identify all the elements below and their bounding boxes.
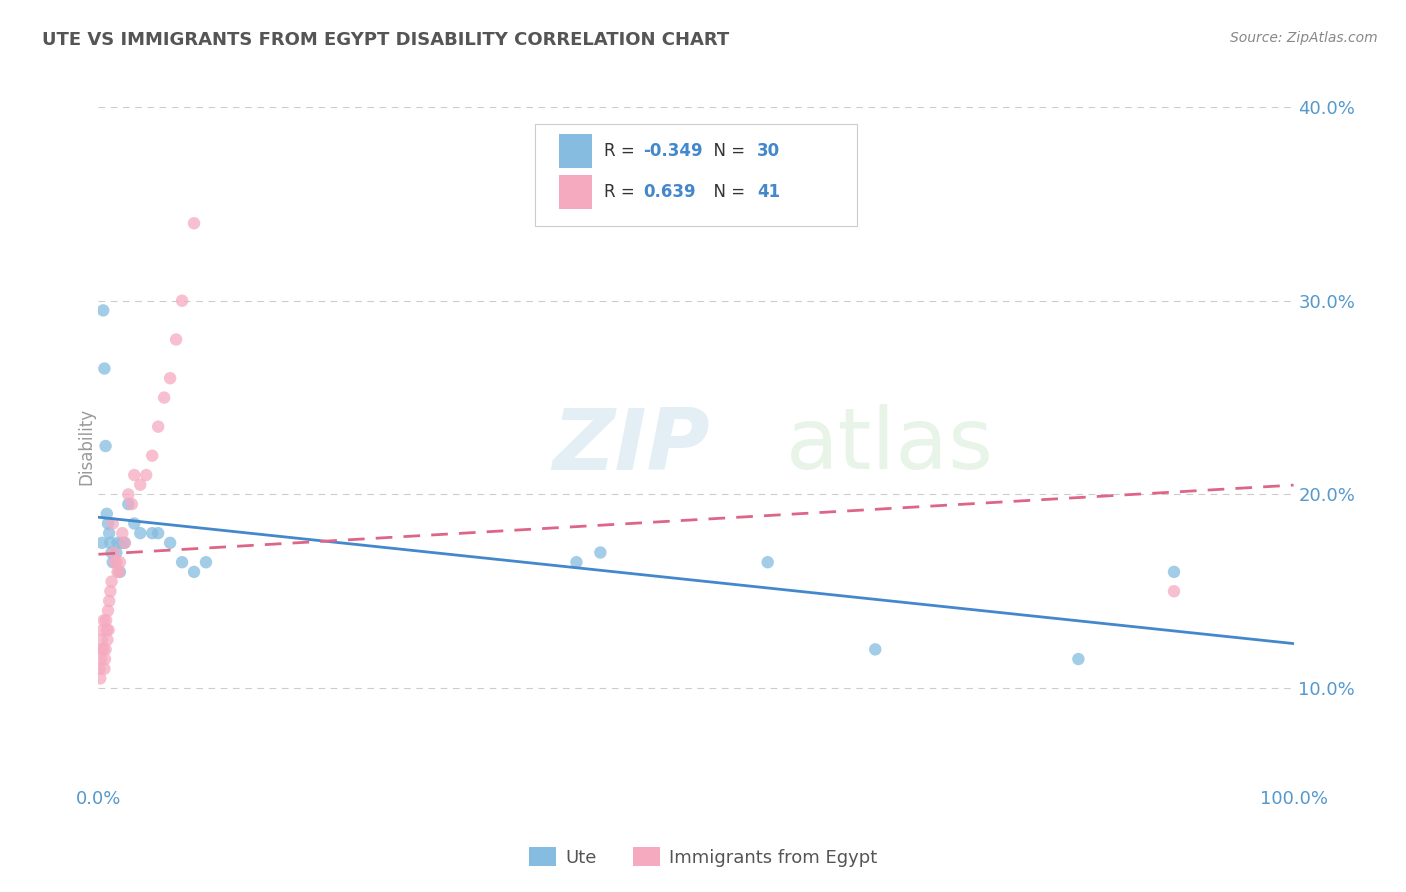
Point <box>117 487 139 501</box>
Point <box>141 526 163 541</box>
Point <box>865 642 887 657</box>
Point <box>183 565 205 579</box>
Point <box>101 555 124 569</box>
Point <box>89 672 111 686</box>
Text: -0.349: -0.349 <box>644 142 703 160</box>
Point <box>1163 565 1185 579</box>
Point <box>97 623 120 637</box>
Point <box>107 565 129 579</box>
Point <box>100 545 122 559</box>
Point <box>105 555 128 569</box>
Point <box>114 536 136 550</box>
Text: R =: R = <box>605 142 640 160</box>
Text: N =: N = <box>703 142 751 160</box>
Y-axis label: Disability: Disability <box>77 408 96 484</box>
Text: N =: N = <box>703 183 751 201</box>
Point <box>172 555 194 569</box>
FancyBboxPatch shape <box>558 175 592 209</box>
Point <box>94 652 117 666</box>
Point <box>91 632 114 647</box>
Point <box>105 545 128 559</box>
Point <box>159 371 181 385</box>
Point <box>96 507 118 521</box>
Point <box>96 613 118 627</box>
Point <box>100 574 122 589</box>
Point <box>117 497 139 511</box>
FancyBboxPatch shape <box>534 124 858 226</box>
Point <box>1067 652 1090 666</box>
Point <box>129 477 152 491</box>
Point <box>153 391 176 405</box>
Point <box>565 555 588 569</box>
Point <box>172 293 194 308</box>
Text: 0.639: 0.639 <box>644 183 696 201</box>
Point <box>107 536 129 550</box>
Point <box>97 604 120 618</box>
Point <box>135 468 157 483</box>
Point <box>93 662 115 676</box>
Text: Source: ZipAtlas.com: Source: ZipAtlas.com <box>1230 31 1378 45</box>
Point <box>91 536 114 550</box>
Point <box>129 526 152 541</box>
Point <box>89 662 111 676</box>
Point <box>96 632 118 647</box>
Point <box>148 526 170 541</box>
Point <box>97 516 120 531</box>
Text: atlas: atlas <box>786 404 994 488</box>
Point <box>165 333 187 347</box>
Point <box>98 536 122 550</box>
Point <box>93 613 115 627</box>
Point <box>91 642 114 657</box>
Point <box>98 526 121 541</box>
Point <box>111 526 134 541</box>
Legend: Ute, Immigrants from Egypt: Ute, Immigrants from Egypt <box>522 840 884 874</box>
Point <box>98 584 122 599</box>
Point <box>107 565 129 579</box>
Point <box>108 565 131 579</box>
Point <box>148 419 170 434</box>
Point <box>96 623 118 637</box>
FancyBboxPatch shape <box>558 134 592 168</box>
Point <box>93 361 115 376</box>
Point <box>91 303 114 318</box>
Text: UTE VS IMMIGRANTS FROM EGYPT DISABILITY CORRELATION CHART: UTE VS IMMIGRANTS FROM EGYPT DISABILITY … <box>42 31 730 49</box>
Point <box>101 516 124 531</box>
Point <box>90 652 112 666</box>
Point <box>756 555 779 569</box>
Text: R =: R = <box>605 183 640 201</box>
Point <box>159 536 181 550</box>
Point <box>195 555 218 569</box>
Point <box>183 216 205 230</box>
Text: ZIP: ZIP <box>553 404 710 488</box>
Point <box>94 642 117 657</box>
Point <box>1163 584 1185 599</box>
Point <box>103 545 125 559</box>
Point <box>104 555 127 569</box>
Point <box>98 594 121 608</box>
Text: 30: 30 <box>756 142 780 160</box>
Point <box>91 623 114 637</box>
Point <box>90 642 112 657</box>
Point <box>94 439 117 453</box>
Point <box>111 536 134 550</box>
Point <box>589 545 612 559</box>
Point <box>121 497 143 511</box>
Point <box>124 468 146 483</box>
Point <box>114 536 136 550</box>
Point <box>141 449 163 463</box>
Point <box>108 555 131 569</box>
Point <box>124 516 146 531</box>
Text: 41: 41 <box>756 183 780 201</box>
